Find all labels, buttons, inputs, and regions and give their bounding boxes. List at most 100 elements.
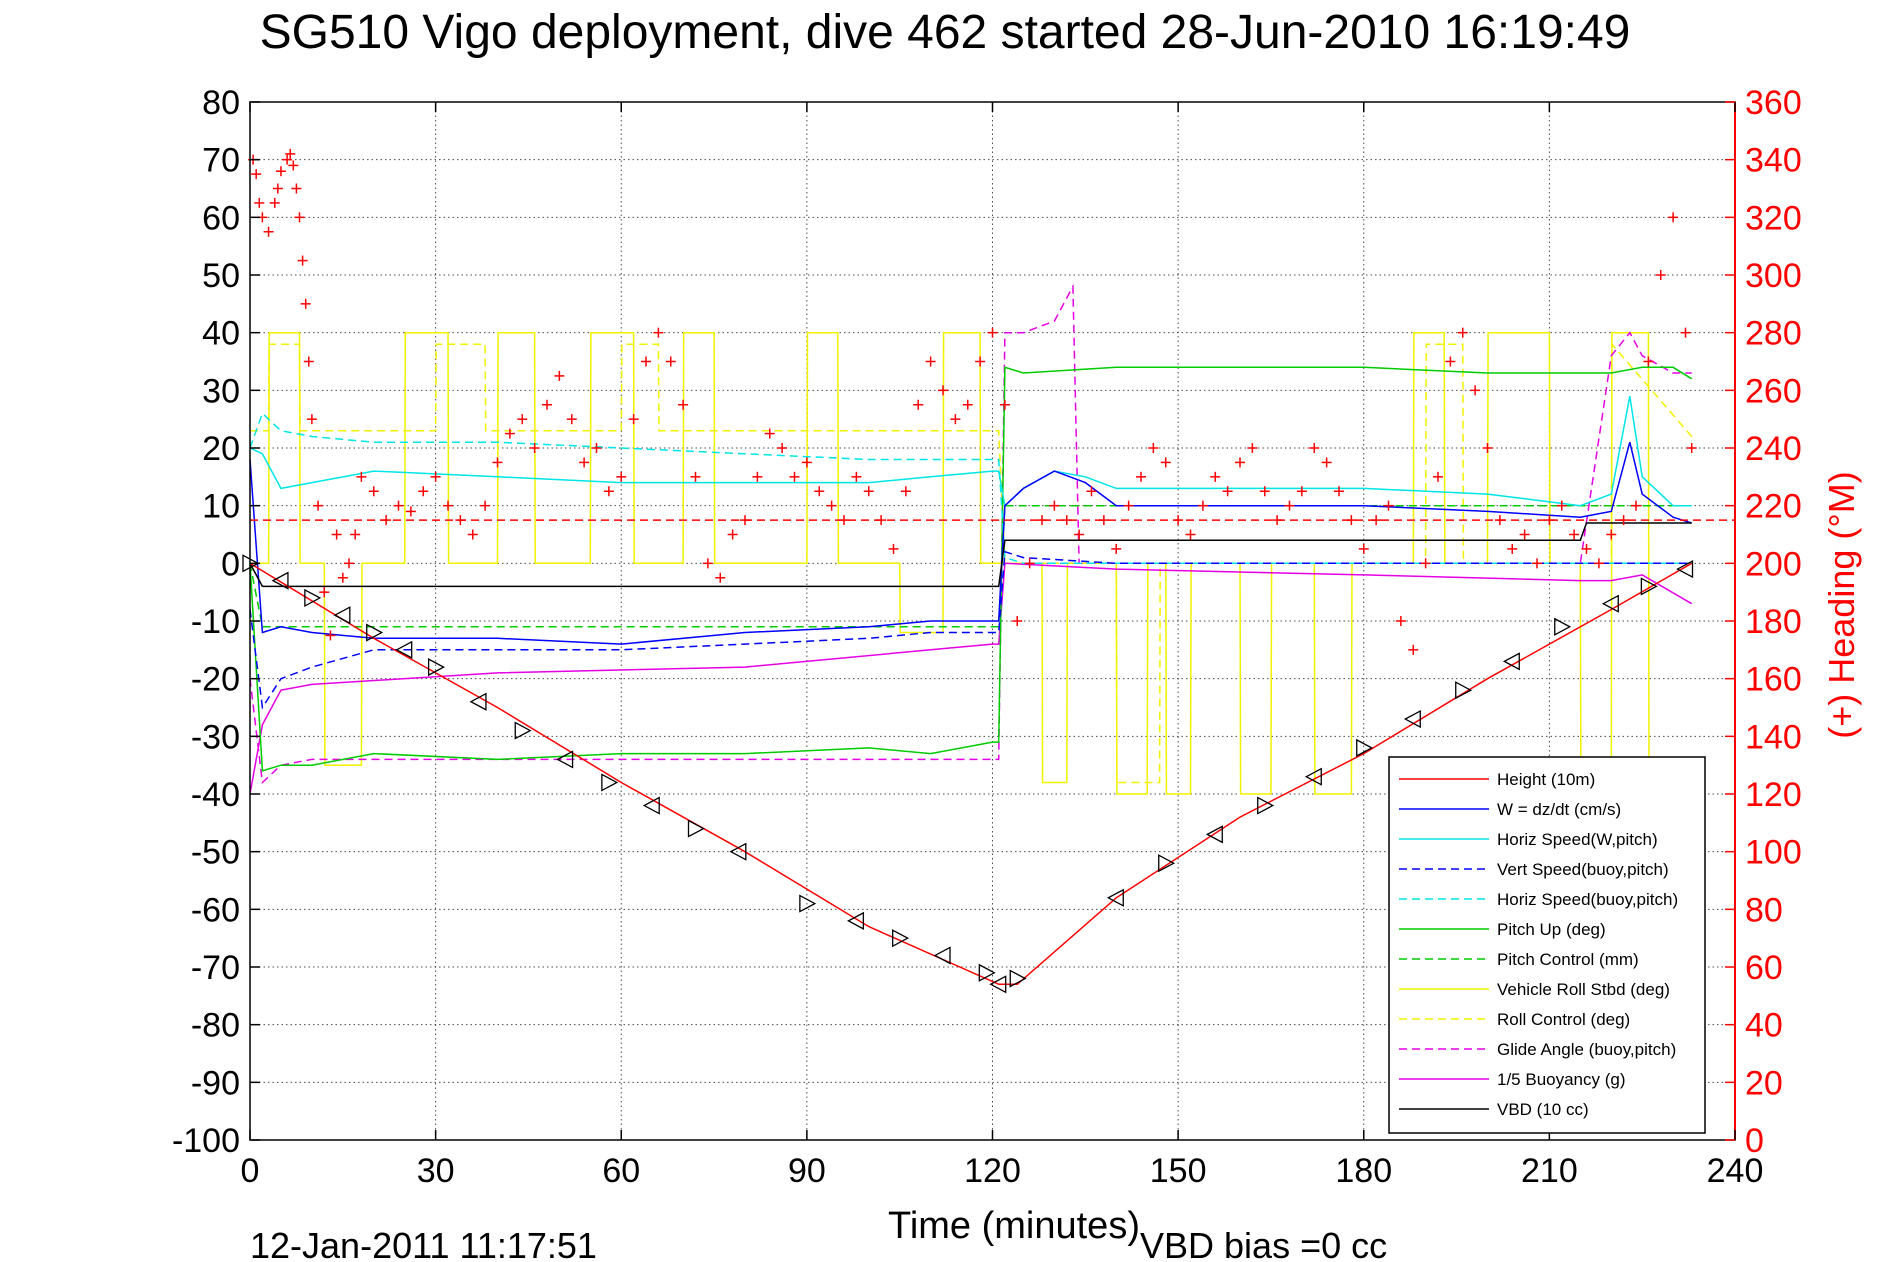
triangle-marker xyxy=(333,606,351,625)
y2-tick-label: 120 xyxy=(1745,776,1802,814)
legend-entry-label: VBD (10 cc) xyxy=(1497,1100,1589,1119)
heading-point xyxy=(542,399,552,410)
x-tick-label: 150 xyxy=(1150,1152,1207,1190)
series-pitch-control-mm xyxy=(249,504,1692,628)
heading-point xyxy=(913,399,924,410)
heading-point xyxy=(752,471,763,482)
heading-point xyxy=(285,148,296,159)
heading-point xyxy=(876,515,887,526)
triangle-marker xyxy=(556,750,574,769)
triangle-marker xyxy=(304,588,322,608)
y-tick-label: 10 xyxy=(202,488,240,526)
y2-tick-label: 360 xyxy=(1745,84,1802,122)
triangle-marker xyxy=(892,929,910,948)
heading-point xyxy=(554,370,565,381)
vbd-bias-label: VBD bias =0 cc xyxy=(1140,1225,1387,1262)
heading-point xyxy=(1309,443,1320,453)
heading-point xyxy=(1494,515,1505,526)
heading-point xyxy=(344,558,354,569)
heading-point xyxy=(1519,529,1530,540)
triangle-marker xyxy=(989,975,1007,994)
x-tick-label: 210 xyxy=(1521,1152,1578,1190)
heading-point xyxy=(1420,558,1431,569)
heading-point xyxy=(566,414,577,425)
y-tick-label: -40 xyxy=(191,776,240,814)
legend-entry-label: W = dz/dt (cm/s) xyxy=(1497,800,1621,819)
heading-point xyxy=(665,356,676,367)
y2-axis-label: (+) Heading (°M) xyxy=(1821,471,1862,738)
heading-point xyxy=(251,169,262,180)
heading-point xyxy=(319,587,330,598)
heading-point xyxy=(443,500,453,511)
y2-tick-label: 240 xyxy=(1745,430,1802,468)
legend-entry-label: Pitch Control (mm) xyxy=(1497,950,1639,969)
x-tick-label: 0 xyxy=(241,1152,260,1190)
heading-point xyxy=(1222,486,1233,497)
heading-point xyxy=(1173,515,1184,526)
y-axis-ticks: -100-90-80-70-60-50-40-30-20-10010203040… xyxy=(172,84,260,1160)
y-tick-label: 40 xyxy=(202,315,240,353)
heading-point xyxy=(418,486,429,497)
heading-point xyxy=(1680,327,1691,338)
heading-point xyxy=(300,298,311,309)
series-height-10m xyxy=(249,562,1693,986)
x-tick-label: 180 xyxy=(1335,1152,1392,1190)
y2-tick-label: 260 xyxy=(1745,372,1802,410)
y2-tick-label: 100 xyxy=(1745,834,1802,872)
heading-point xyxy=(1593,558,1604,569)
heading-point xyxy=(275,166,286,177)
triangle-marker xyxy=(1676,560,1694,579)
heading-point xyxy=(641,356,651,367)
heading-point xyxy=(303,356,314,367)
y-tick-label: -70 xyxy=(191,949,240,987)
heading-point xyxy=(350,529,361,540)
heading-point xyxy=(337,572,348,583)
heading-point xyxy=(1210,471,1221,482)
heading-point xyxy=(1371,515,1382,526)
heading-point xyxy=(1569,529,1580,540)
legend-entry-label: 1/5 Buoyancy (g) xyxy=(1497,1070,1626,1089)
heading-point xyxy=(1606,529,1617,540)
heading-point xyxy=(888,543,899,554)
heading-point xyxy=(900,486,911,497)
series-layer xyxy=(249,283,1735,986)
triangle-marker xyxy=(1257,796,1275,815)
y2-tick-label: 20 xyxy=(1745,1064,1783,1102)
series-vert-speed-buoy-pitch xyxy=(249,550,1692,710)
heading-point xyxy=(1296,486,1307,497)
heading-point xyxy=(263,226,274,237)
heading-point xyxy=(467,529,478,540)
heading-point xyxy=(294,212,305,223)
triangle-marker xyxy=(271,571,289,590)
heading-point xyxy=(529,443,540,453)
heading-point xyxy=(1086,486,1097,497)
heading-point xyxy=(826,500,837,511)
heading-point xyxy=(1482,443,1493,453)
heading-point xyxy=(1618,515,1629,526)
heading-point xyxy=(282,154,293,165)
heading-point xyxy=(1321,457,1332,468)
series-roll-control-deg xyxy=(250,342,1693,784)
heading-point xyxy=(591,443,602,453)
x-tick-label: 60 xyxy=(602,1152,640,1190)
heading-point xyxy=(1395,616,1406,626)
heading-point xyxy=(702,558,713,569)
y-tick-label: 60 xyxy=(202,199,240,237)
heading-point xyxy=(381,515,392,526)
heading-point xyxy=(313,500,324,511)
triangle-marker xyxy=(687,819,705,838)
heading-point xyxy=(1346,515,1357,526)
heading-point xyxy=(1235,457,1245,468)
triangle-marker xyxy=(642,796,660,815)
heading-point xyxy=(1148,443,1159,453)
heading-markers xyxy=(248,148,1697,655)
heading-point xyxy=(1061,515,1072,526)
heading-point xyxy=(288,160,299,171)
legend-entry-label: Horiz Speed(buoy,pitch) xyxy=(1497,890,1678,909)
heading-point xyxy=(1655,270,1666,280)
triangle-markers xyxy=(242,554,1694,994)
triangle-marker xyxy=(366,623,384,642)
heading-point xyxy=(1272,515,1283,526)
x-tick-label: 30 xyxy=(417,1152,455,1190)
heading-point xyxy=(1358,543,1369,554)
